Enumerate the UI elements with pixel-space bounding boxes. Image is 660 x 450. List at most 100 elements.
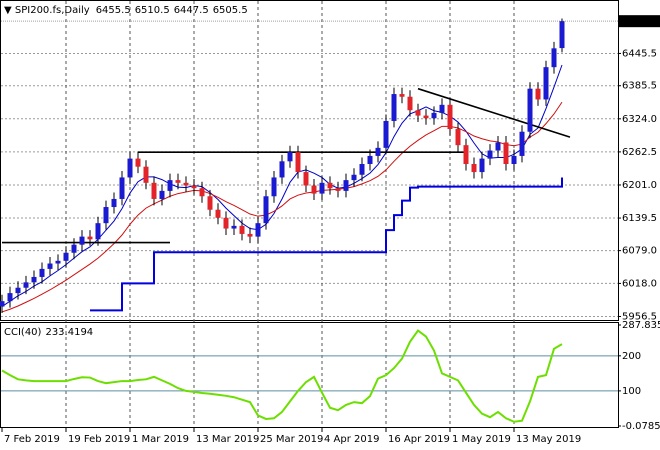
candle-body xyxy=(55,260,61,264)
collapse-icon: ▼ xyxy=(4,5,15,16)
candle-body xyxy=(247,233,253,237)
candle-body xyxy=(167,180,173,191)
candle-body xyxy=(551,48,557,68)
candle-body xyxy=(135,158,141,167)
candle-body xyxy=(31,276,37,283)
candle-body xyxy=(311,185,317,194)
cci-line xyxy=(1,329,563,423)
candle-body xyxy=(471,163,477,173)
candle-body xyxy=(191,185,197,189)
y-tick-label: 100 xyxy=(622,386,641,397)
candle-body xyxy=(303,172,309,186)
candle-body xyxy=(231,225,237,229)
candle-body xyxy=(119,177,125,199)
candle-body xyxy=(375,147,381,156)
candle-body xyxy=(223,217,229,229)
y-tick-label: 287.8357 xyxy=(622,320,660,331)
candle-body xyxy=(183,182,189,186)
candle-body xyxy=(0,301,5,307)
candle-body xyxy=(327,182,333,189)
candle-body xyxy=(519,131,525,156)
candle-body xyxy=(23,282,29,288)
candle-body xyxy=(383,120,389,148)
x-tick-label: 13 May 2019 xyxy=(516,434,581,445)
candle-body xyxy=(239,225,245,234)
candle-body xyxy=(503,142,509,164)
candle-body xyxy=(495,142,501,151)
candle-body xyxy=(319,182,325,194)
cci-name: CCI(40) xyxy=(4,327,42,338)
candle-body xyxy=(455,129,461,146)
y-tick-label: -0.0785 xyxy=(622,421,660,432)
last-high: 6510.5 xyxy=(135,5,170,16)
candle-body xyxy=(287,152,293,162)
candle-body xyxy=(279,161,285,178)
candle-body xyxy=(423,115,429,119)
x-tick-label: 13 Mar 2019 xyxy=(196,434,259,445)
candle-body xyxy=(367,155,373,164)
trendline xyxy=(417,87,571,138)
candle-body xyxy=(391,94,397,121)
candle-body xyxy=(351,174,357,181)
candle-body xyxy=(463,145,469,164)
candle-body xyxy=(215,209,221,218)
candle-body xyxy=(535,88,541,100)
candle-body xyxy=(111,198,117,208)
cci-last: 233.4194 xyxy=(45,327,93,338)
candle-body xyxy=(335,188,341,191)
y-tick-label: 200 xyxy=(622,351,641,362)
candle-body xyxy=(255,223,261,237)
candle-body xyxy=(487,150,493,159)
candle-body xyxy=(479,158,485,173)
candle-body xyxy=(15,287,21,294)
candle-body xyxy=(87,236,93,240)
candle-body xyxy=(439,104,445,113)
candle-body xyxy=(511,155,517,164)
current-price-box xyxy=(619,15,660,28)
y-tick-label: 6445.5 xyxy=(622,48,657,59)
candle-body xyxy=(151,182,157,199)
candle-body xyxy=(39,268,45,277)
y-tick-label: 6505.5 xyxy=(622,16,657,27)
header: ▼ SPI200.fs,Daily 6455.5 6510.5 6447.5 6505.… xyxy=(4,5,248,16)
x-tick-label: 1 Mar 2019 xyxy=(132,434,189,445)
candle-body xyxy=(407,96,413,111)
x-tick-label: 1 May 2019 xyxy=(452,434,511,445)
candle-body xyxy=(359,163,365,175)
candle-body xyxy=(95,223,101,240)
x-tick-label: 4 Apr 2019 xyxy=(324,434,379,445)
candle-body xyxy=(343,180,349,191)
candle-body xyxy=(175,180,181,183)
y-tick-label: 6201.0 xyxy=(622,180,657,191)
candle-body xyxy=(559,21,565,49)
candle-body xyxy=(527,88,533,132)
cci-panel xyxy=(0,322,619,428)
last-low: 6447.5 xyxy=(174,5,209,16)
last-close: 6505.5 xyxy=(213,5,248,16)
candle-body xyxy=(263,196,269,224)
candle-body xyxy=(199,188,205,197)
candle-body xyxy=(415,110,421,116)
symbol: SPI200.fs,Daily xyxy=(15,5,90,16)
candle-body xyxy=(79,236,85,245)
price-panel xyxy=(0,0,619,321)
y-tick-label: 6139.5 xyxy=(622,213,657,224)
candle-body xyxy=(103,207,109,224)
candle-body xyxy=(71,244,77,253)
x-tick-label: 16 Apr 2019 xyxy=(388,434,450,445)
y-tick-label: 6079.0 xyxy=(622,246,657,257)
candle-body xyxy=(63,252,69,261)
candle-body xyxy=(543,67,549,100)
y-tick-label: 6324.0 xyxy=(622,114,657,125)
candle-body xyxy=(447,104,453,130)
overlay-line xyxy=(1,101,563,313)
candle-body xyxy=(159,190,165,199)
y-tick-label: 6018.0 xyxy=(622,278,657,289)
candle-body xyxy=(7,293,13,302)
y-tick-label: 5956.5 xyxy=(622,312,657,323)
y-tick-label: 6262.5 xyxy=(622,147,657,158)
candle-body xyxy=(431,112,437,119)
x-tick-label: 19 Feb 2019 xyxy=(68,434,130,445)
candle-body xyxy=(127,158,133,178)
candle-body xyxy=(143,166,149,183)
